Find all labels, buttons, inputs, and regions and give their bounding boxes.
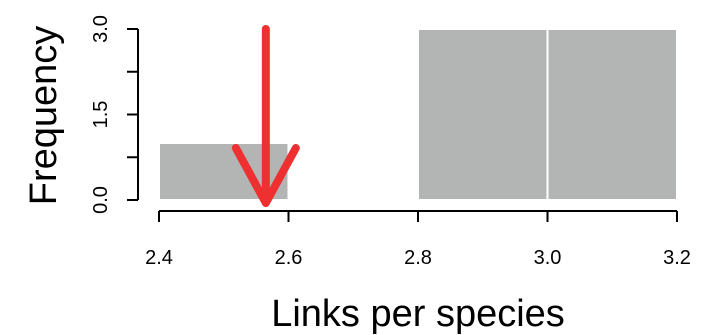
x-axis: 2.4 2.6 2.8 3.0 3.2 [145,210,691,269]
x-tick-label-4: 3.2 [663,247,691,269]
y-tick-label-4: 3.0 [90,15,112,43]
histogram-bar-3 [546,28,678,201]
x-tick-label-0: 2.4 [145,247,173,269]
annotations [231,25,300,207]
histogram-bar-2 [417,28,549,201]
histogram-bars [158,28,678,201]
y-tick-label-0: 0.0 [90,186,112,214]
y-tick-label-2: 1.5 [90,101,112,129]
x-tick-label-2: 2.8 [404,247,432,269]
x-tick-label-1: 2.6 [275,247,303,269]
x-tick-label-3: 3.0 [534,247,562,269]
x-axis-title: Links per species [271,293,565,335]
y-axis-title: Frequency [23,26,65,206]
y-axis: 0.0 1.5 3.0 [90,15,139,214]
annotation-arrow-0 [231,25,300,207]
